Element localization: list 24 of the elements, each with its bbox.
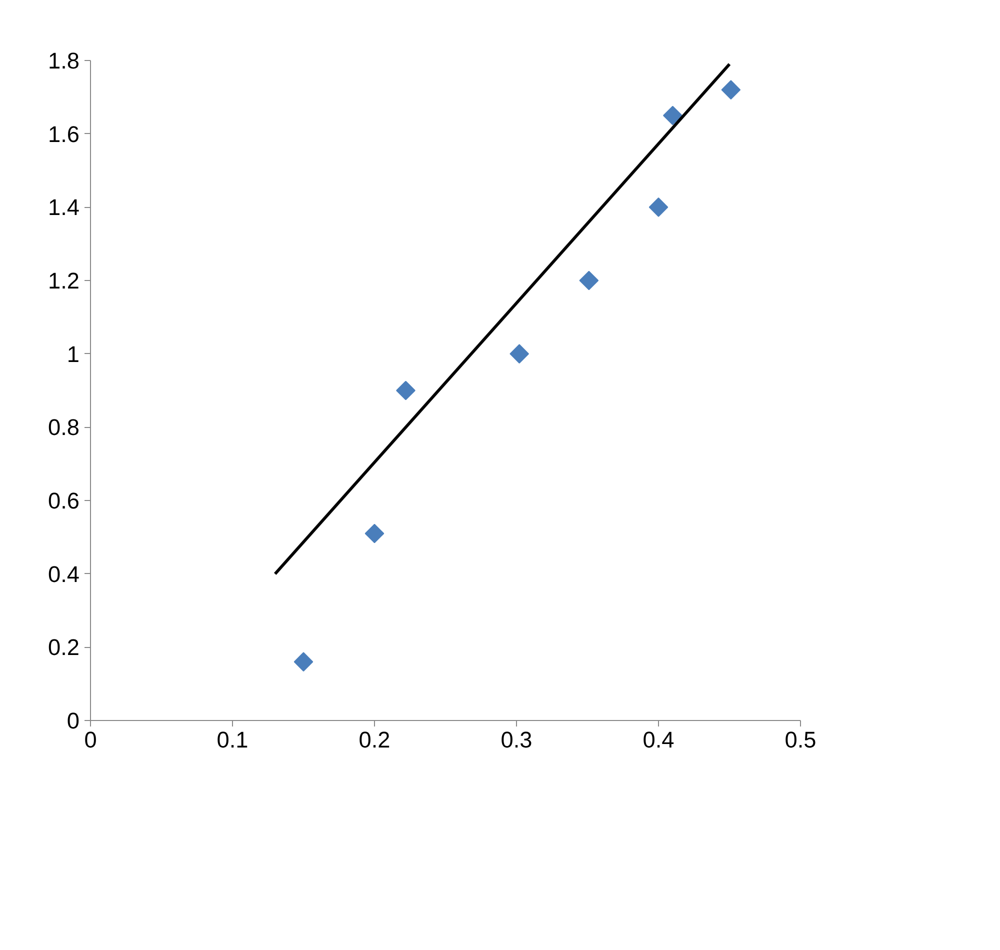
y-tick-label: 1: [66, 340, 80, 367]
x-tick-label: 0.5: [784, 726, 816, 752]
y-tick-label: 1.8: [48, 48, 80, 74]
y-tick-label: 1.6: [48, 120, 80, 147]
y-tick-label: 1.4: [48, 194, 80, 220]
x-tick-label: 0: [84, 726, 97, 752]
y-tick-label: 0.8: [48, 414, 80, 440]
point: [648, 197, 668, 217]
x-tick-label: 0.1: [216, 726, 248, 752]
y-tick-label: 0.4: [48, 560, 80, 587]
x-tick-label: 0.4: [642, 726, 674, 752]
y-tick-label: 0.2: [48, 634, 80, 660]
y-tick-label: 0: [66, 708, 80, 734]
point: [396, 380, 416, 400]
point: [294, 652, 314, 672]
point: [364, 524, 384, 544]
point: [510, 344, 530, 364]
point: [663, 106, 682, 126]
y-tick-label: 1.2: [48, 268, 80, 294]
y-tick-label: 0.6: [48, 488, 80, 514]
x-tick-label: 0.3: [500, 726, 532, 752]
point: [579, 270, 599, 290]
point: [721, 80, 741, 100]
x-tick-label: 0.2: [358, 726, 390, 752]
